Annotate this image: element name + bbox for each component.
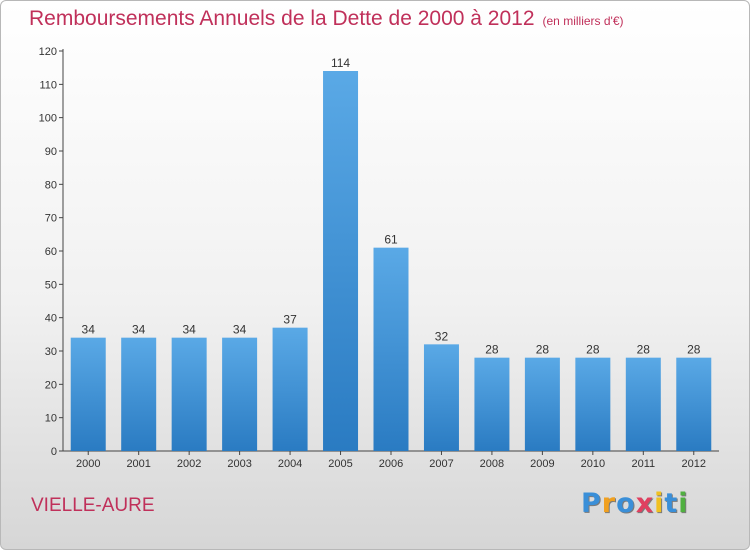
bar-value-label: 34 <box>82 323 96 337</box>
y-tick-label: 0 <box>51 446 57 458</box>
y-tick-label: 20 <box>45 379 57 391</box>
bar <box>70 337 106 451</box>
bar-value-label: 34 <box>233 323 247 337</box>
x-tick-label: 2004 <box>278 458 302 470</box>
x-tick-label: 2012 <box>682 458 706 470</box>
bar <box>575 357 611 451</box>
chart-title: Remboursements Annuels de la Dette de 20… <box>29 7 535 30</box>
bar-value-label: 28 <box>687 343 701 357</box>
bar-value-label: 61 <box>384 233 398 247</box>
logo-letter: r <box>601 488 617 519</box>
bar <box>676 357 712 451</box>
bar-value-label: 28 <box>485 343 499 357</box>
bar <box>121 337 157 451</box>
bar-value-label: 28 <box>536 343 550 357</box>
y-tick-label: 80 <box>45 179 57 191</box>
y-tick-label: 100 <box>39 113 57 125</box>
x-tick-label: 2006 <box>379 458 403 470</box>
x-tick-label: 2010 <box>581 458 605 470</box>
commune-name: VIELLE-AURE <box>31 495 155 516</box>
logo-letter: t <box>664 488 679 519</box>
x-tick-label: 2001 <box>126 458 150 470</box>
x-tick-label: 2008 <box>480 458 504 470</box>
bar <box>222 337 258 451</box>
x-tick-label: 2007 <box>429 458 453 470</box>
bar <box>373 247 409 451</box>
x-tick-label: 2005 <box>328 458 352 470</box>
bar <box>474 357 510 451</box>
bar-value-label: 114 <box>331 56 350 70</box>
logo-letter: i <box>678 488 689 519</box>
y-tick-label: 10 <box>45 413 57 425</box>
y-tick-label: 60 <box>45 246 57 258</box>
y-tick-label: 70 <box>45 213 57 225</box>
data-labels: 34 34 34 34 37 114 61 32 28 28 28 28 28 <box>82 56 701 357</box>
logo-letter: o <box>616 488 636 519</box>
y-tick-label: 90 <box>45 146 57 158</box>
y-tick-label: 120 <box>39 46 57 58</box>
bar <box>524 357 560 451</box>
x-tick-label: 2009 <box>530 458 554 470</box>
bar-value-label: 28 <box>586 343 600 357</box>
bar <box>625 357 661 451</box>
logo-letter: P <box>581 488 602 519</box>
bar <box>323 71 359 451</box>
bars <box>70 71 712 451</box>
bar <box>272 327 308 451</box>
proxiti-logo: Proxiti <box>581 488 689 519</box>
bar <box>171 337 207 451</box>
y-tick-label: 50 <box>45 279 57 291</box>
x-tick-label: 2003 <box>227 458 251 470</box>
bar-value-label: 37 <box>283 313 297 327</box>
y-tick-label: 30 <box>45 346 57 358</box>
x-tick-label: 2011 <box>631 458 655 470</box>
x-tick-label: 2002 <box>177 458 201 470</box>
bar-value-label: 32 <box>435 329 449 343</box>
y-tick-label: 110 <box>39 79 57 91</box>
bar-value-label: 34 <box>182 323 196 337</box>
x-tick-label: 2000 <box>76 458 100 470</box>
y-tick-label: 40 <box>45 313 57 325</box>
chart-subtitle: (en milliers d'€) <box>542 14 624 28</box>
chart-title-row: Remboursements Annuels de la Dette de 20… <box>29 7 624 31</box>
bar-value-label: 34 <box>132 323 146 337</box>
logo-letter: i <box>654 488 665 519</box>
bar <box>423 344 459 451</box>
logo-letter: x <box>635 488 655 519</box>
bar-value-label: 28 <box>637 343 651 357</box>
